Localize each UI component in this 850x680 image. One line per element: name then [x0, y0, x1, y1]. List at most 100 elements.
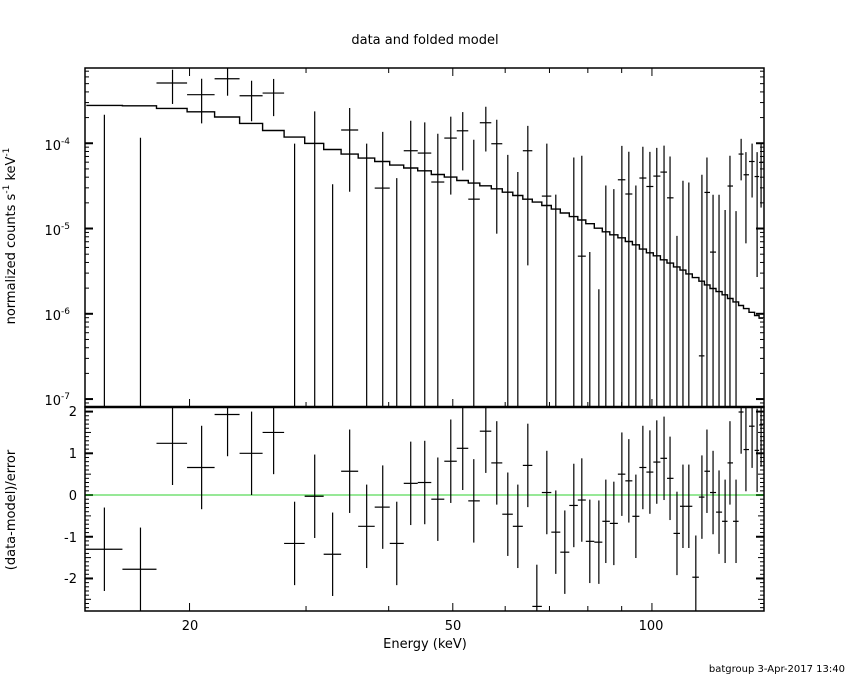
residual-point: [625, 439, 633, 523]
residual-point: [660, 416, 668, 501]
residual-point: [759, 407, 764, 467]
ytick-label-1e-5: 10-5: [44, 222, 70, 239]
data-point: [403, 120, 418, 407]
ytick-label-1e-4: 10-4: [44, 137, 70, 154]
residual-point: [541, 450, 552, 535]
residual-point: [698, 455, 705, 539]
xtick-label-100: 100: [639, 619, 664, 634]
data-point: [214, 68, 240, 96]
residual-point: [262, 407, 285, 475]
residual-point: [646, 430, 654, 514]
residual-point: [187, 425, 215, 510]
ytick-label-1e-6: 10-6: [44, 307, 70, 324]
residual-point: [444, 419, 457, 503]
data-point: [698, 174, 705, 407]
residual-point: [569, 463, 578, 548]
rtick-label-neg1: -1: [64, 531, 77, 546]
residual-point: [389, 501, 404, 586]
data-point: [577, 155, 586, 407]
residual-point: [560, 510, 570, 594]
lower-y-axis-label: (data-model)/error: [4, 449, 19, 570]
residual-point: [577, 458, 586, 542]
residual-point: [512, 484, 523, 569]
data-point: [710, 194, 717, 407]
data-point: [754, 152, 760, 278]
data-point: [374, 131, 390, 407]
data-point: [639, 146, 647, 407]
residual-point: [358, 484, 375, 569]
residual-point: [716, 470, 723, 554]
residual-point: [602, 479, 610, 564]
residual-point: [685, 464, 693, 549]
residual-point: [667, 436, 674, 521]
residual-point: [341, 429, 359, 513]
residual-point: [491, 421, 503, 505]
residual-point: [122, 527, 157, 611]
data-point: [625, 151, 633, 407]
residual-point: [86, 507, 123, 591]
residual-point: [532, 564, 542, 611]
residual-point: [722, 479, 728, 564]
residual-point: [479, 407, 492, 473]
residual-point: [743, 407, 750, 492]
data-point: [617, 145, 626, 407]
residual-point: [710, 450, 717, 535]
residual-point: [304, 454, 324, 538]
data-point: [444, 116, 457, 195]
residual-points: [86, 407, 764, 611]
data-point: [239, 80, 263, 122]
residual-point: [679, 464, 686, 549]
residual-point: [374, 465, 390, 549]
residual-point: [431, 457, 445, 541]
residual-point: [609, 481, 618, 566]
rtick-label-2: 2: [69, 405, 77, 420]
residual-point: [551, 490, 561, 574]
residual-point: [522, 423, 533, 508]
data-point: [738, 138, 744, 181]
data-point: [156, 69, 188, 104]
residual-point: [456, 407, 469, 491]
residual-point: [585, 499, 595, 584]
upper-y-axis-label: normalized counts s-1 keV-1: [2, 148, 19, 325]
residual-point: [403, 441, 418, 526]
data-point: [759, 142, 764, 208]
residual-point: [284, 501, 305, 586]
residual-point: [594, 500, 603, 584]
xtick-label-50: 50: [445, 619, 462, 634]
x-axis-label: Energy (keV): [383, 637, 467, 652]
residual-point: [673, 491, 680, 576]
residual-point: [323, 512, 342, 596]
ytick-label-1e-7: 10-7: [44, 392, 70, 409]
data-point: [431, 133, 445, 407]
data-point: [660, 145, 668, 407]
residual-point: [632, 474, 640, 559]
data-point: [653, 147, 661, 407]
residual-point: [214, 407, 240, 457]
residual-point: [468, 459, 480, 543]
chart-title: data and folded model: [351, 33, 498, 48]
data-point: [727, 155, 733, 407]
residual-point: [239, 411, 263, 496]
data-point: [341, 108, 359, 192]
data-point: [456, 112, 469, 171]
residual-point: [502, 472, 513, 556]
data-point: [541, 143, 552, 407]
rtick-label-1: 1: [69, 447, 77, 462]
data-point: [262, 78, 285, 117]
residual-point: [754, 408, 760, 493]
data-point: [704, 157, 711, 407]
data-point: [468, 139, 480, 407]
data-point: [667, 156, 674, 407]
residual-point: [639, 425, 647, 510]
residual-point: [749, 407, 755, 468]
data-point: [187, 78, 215, 124]
rtick-label-0: 0: [69, 489, 77, 504]
residual-point: [653, 420, 661, 504]
footer-timestamp: batgroup 3-Apr-2017 13:40: [709, 664, 845, 675]
residual-point: [156, 407, 188, 486]
data-point: [304, 111, 324, 407]
residual-point: [704, 429, 711, 513]
residual-point: [617, 432, 626, 516]
residual-point: [732, 479, 739, 564]
